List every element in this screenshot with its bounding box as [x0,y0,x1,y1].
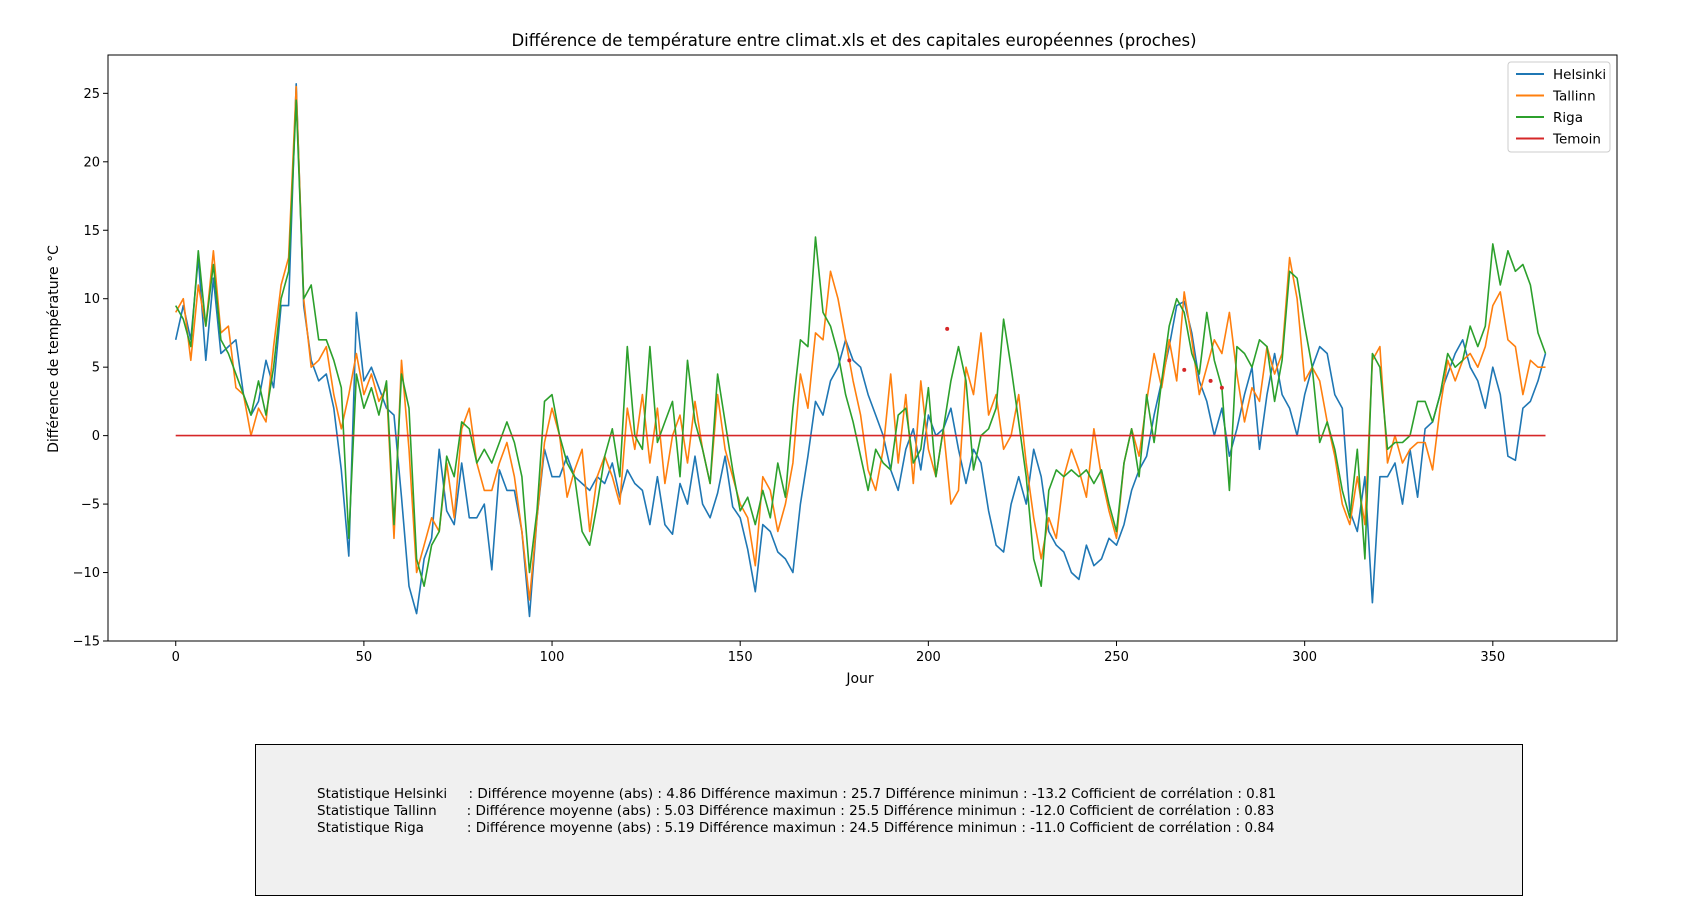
x-tick-label: 50 [356,650,373,665]
x-tick-label: 250 [1104,650,1129,665]
y-tick-label: 25 [83,87,100,102]
x-tick-label: 350 [1480,650,1505,665]
y-tick-label: 5 [92,361,100,376]
legend: Helsinki Tallinn Riga Temoin [1507,61,1611,153]
series-line-riga [175,99,1547,587]
line-chart: Différence de température entre climat.x… [46,31,1618,687]
stat-line-riga: Statistique Riga : Différence moyenne (a… [317,820,1275,836]
legend-box [1507,61,1611,153]
x-tick-label: 0 [172,650,180,665]
legend-label-tallinn: Tallinn [1552,89,1596,105]
legend-label-riga: Riga [1553,110,1583,126]
y-tick-label: 10 [83,292,100,307]
x-tick-label: 100 [540,650,565,665]
legend-label-temoin: Temoin [1552,132,1601,148]
series-group [174,83,1547,618]
y-tick-label: −15 [73,635,100,650]
stat-line-tallinn: Statistique Tallinn : Différence moyenne… [317,803,1275,819]
red-marker [847,358,852,363]
x-axis-label: Jour [845,671,874,687]
red-marker [1182,367,1187,372]
legend-label-helsinki: Helsinki [1553,67,1606,83]
red-marker [945,326,950,331]
series-line-tallinn [175,85,1546,601]
y-axis-label: Différence de température °C [46,245,62,453]
red-marker [1208,378,1213,383]
y-tick-label: 0 [92,429,100,444]
y-tick-label: 20 [83,155,100,170]
red-marker [1219,385,1224,390]
y-tick-label: −5 [81,498,100,513]
y-tick-label: −10 [73,566,100,581]
x-tick-label: 150 [728,650,753,665]
plot-frame [107,54,1618,642]
statistics-box: Statistique Helsinki : Différence moyenn… [255,744,1523,896]
x-tick-label: 200 [916,650,941,665]
chart-title: Différence de température entre climat.x… [511,31,1196,50]
statistics-lines: Statistique Helsinki : Différence moyenn… [317,786,1276,837]
x-tick-label: 300 [1292,650,1317,665]
series-line-helsinki [174,83,1547,618]
stat-line-helsinki: Statistique Helsinki : Différence moyenn… [317,786,1277,802]
plot-area: 0 50 100 150 200 250 300 350 −15 −10 −5 0 5 10 15 20 25 H… [73,54,1618,665]
y-tick-label: 15 [83,224,100,239]
